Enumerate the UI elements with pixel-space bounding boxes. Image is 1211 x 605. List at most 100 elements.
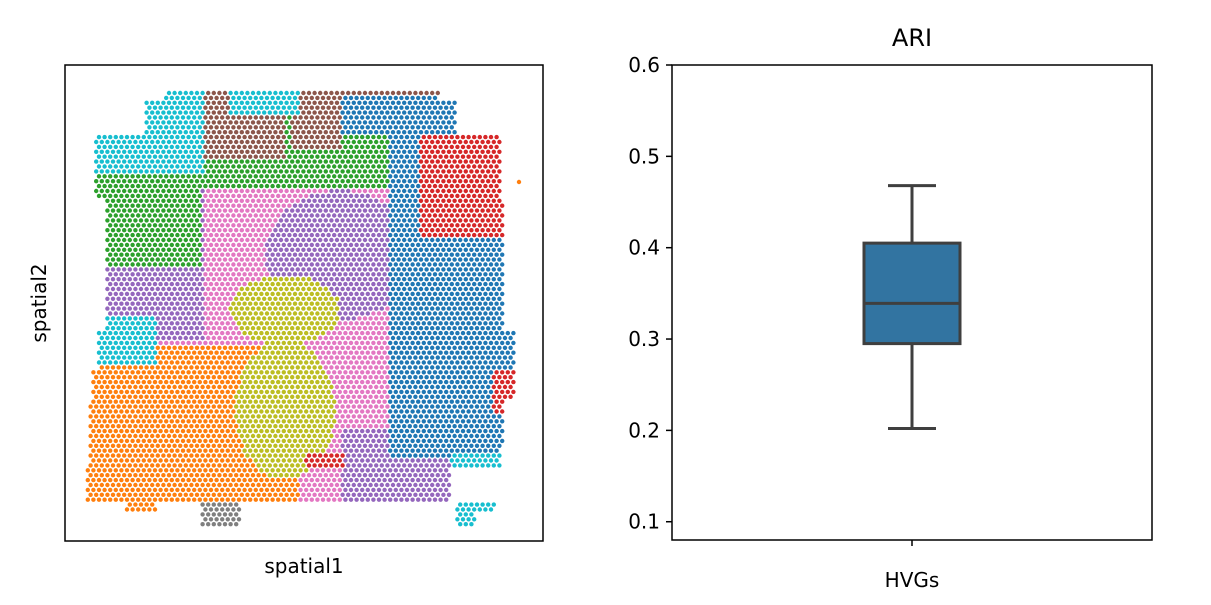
spot [273, 228, 278, 233]
spot [245, 198, 250, 203]
spot [418, 433, 424, 439]
spot [399, 164, 404, 169]
spot [418, 237, 424, 243]
spot [110, 139, 116, 145]
spot [421, 95, 426, 101]
spot [217, 208, 222, 213]
spot [189, 335, 194, 341]
spot [116, 286, 121, 292]
spot [141, 242, 146, 248]
spot [393, 174, 398, 179]
spot [413, 139, 418, 145]
spot [362, 267, 368, 272]
spot [203, 154, 208, 159]
spot [225, 281, 230, 287]
spot [152, 409, 158, 414]
spot [376, 389, 382, 395]
spot [329, 208, 334, 213]
spot [379, 208, 384, 213]
spot [99, 149, 105, 154]
spot [304, 301, 309, 306]
spot [130, 330, 135, 336]
spot [259, 144, 264, 150]
spot [329, 218, 334, 223]
spot [463, 139, 468, 145]
spot [432, 350, 438, 355]
spot [278, 345, 284, 350]
spot [220, 291, 225, 297]
spot [248, 370, 253, 375]
spot [385, 326, 390, 331]
spot [164, 242, 169, 248]
spot [220, 232, 225, 238]
spot [164, 350, 169, 355]
spot [208, 203, 214, 208]
spot [186, 232, 191, 238]
spot [200, 414, 205, 419]
spot [94, 414, 99, 419]
spot [438, 164, 443, 169]
spot [124, 174, 130, 179]
spot [365, 262, 370, 267]
spot [343, 389, 348, 395]
spot [290, 335, 295, 341]
spot [138, 365, 144, 370]
spot [441, 433, 446, 439]
spot [494, 379, 499, 385]
spot [396, 100, 401, 106]
spot [379, 375, 384, 380]
spot [108, 409, 113, 414]
spot [474, 335, 480, 341]
spot [360, 330, 365, 336]
spot [220, 428, 225, 434]
spot [424, 296, 429, 301]
spot [466, 164, 471, 169]
spot [152, 399, 158, 404]
spot [262, 345, 267, 350]
spot [102, 174, 107, 179]
spot [323, 149, 328, 154]
spot [180, 134, 186, 140]
spot [189, 188, 194, 194]
spot [152, 419, 158, 424]
spot [298, 134, 303, 140]
spot [483, 399, 488, 404]
spot [312, 247, 317, 252]
spot [421, 350, 426, 355]
spot [248, 223, 253, 228]
spot [94, 424, 99, 429]
spot [298, 242, 303, 248]
spot [357, 169, 362, 174]
spot [348, 281, 354, 287]
spot [248, 272, 253, 277]
spot [402, 404, 407, 409]
spot [264, 144, 270, 150]
spot [119, 301, 124, 306]
spot [396, 179, 401, 184]
spot [110, 277, 116, 282]
spot [393, 125, 398, 130]
spot [497, 179, 502, 184]
spot [463, 404, 468, 409]
spot [222, 394, 228, 399]
spot [105, 355, 110, 360]
spot [480, 277, 485, 282]
spot [256, 335, 261, 341]
spot [304, 213, 309, 218]
spot [276, 223, 281, 228]
spot [332, 134, 337, 140]
spot [354, 134, 359, 140]
spot [273, 208, 278, 213]
spot [340, 384, 345, 390]
spot [458, 286, 463, 292]
spot [304, 330, 309, 336]
spot [194, 335, 200, 341]
spot [200, 326, 205, 331]
spot [306, 218, 312, 223]
spot [477, 379, 482, 385]
spot [458, 198, 463, 203]
spot [189, 277, 194, 282]
spot [362, 316, 368, 321]
spot [441, 208, 446, 213]
spot [326, 330, 331, 336]
